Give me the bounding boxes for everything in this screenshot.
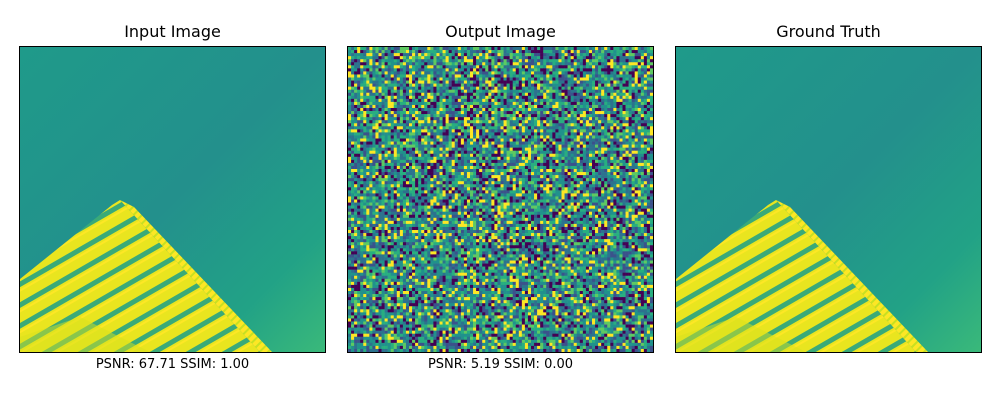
ground-truth-frame xyxy=(675,46,982,353)
input-image-metrics: PSNR: 67.71 SSIM: 1.00 xyxy=(95,357,250,372)
output-image-metrics: PSNR: 5.19 SSIM: 0.00 xyxy=(427,357,574,372)
output-image-frame xyxy=(347,46,654,353)
input-image-panel: Input Image xyxy=(19,0,326,400)
output-image-panel: Output Image PSNR: 5.19 SSIM: 0.00 xyxy=(347,0,654,400)
output-image xyxy=(348,47,653,352)
input-image xyxy=(20,47,325,352)
input-image-title: Input Image xyxy=(124,22,221,41)
ground-truth-panel: Ground Truth xyxy=(675,0,982,400)
ground-truth-title: Ground Truth xyxy=(776,22,881,41)
input-image-frame xyxy=(19,46,326,353)
output-image-title: Output Image xyxy=(445,22,556,41)
ground-truth-image xyxy=(676,47,981,352)
